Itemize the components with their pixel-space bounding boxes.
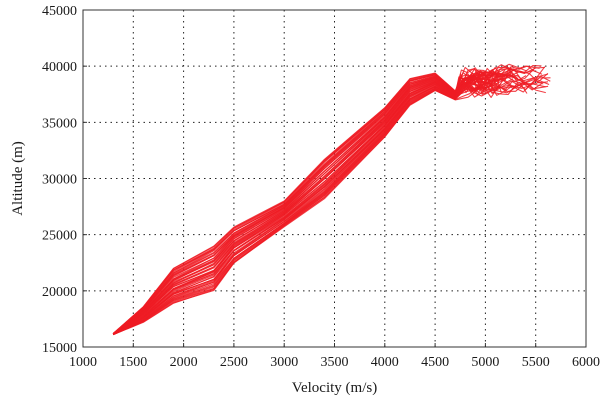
ticks: 1000 1500 2000 2500 3000 3500 4000 4500 5000 5500… (42, 4, 600, 370)
trajectory-line (112, 64, 537, 335)
trajectory-line (112, 66, 516, 334)
y-tick-label: 20000 (42, 285, 77, 300)
x-tick-label: 5500 (522, 355, 550, 370)
x-tick-label: 2000 (170, 355, 198, 370)
trajectory-band (112, 63, 551, 336)
x-tick-label: 2500 (220, 355, 248, 370)
y-tick-label: 30000 (42, 173, 77, 188)
y-tick-label: 25000 (42, 229, 77, 244)
x-tick-label: 3500 (321, 355, 349, 370)
x-tick-label: 4000 (371, 355, 399, 370)
x-tick-label: 3000 (270, 355, 298, 370)
y-tick-label: 45000 (42, 4, 77, 19)
x-tick-label: 4500 (421, 355, 449, 370)
y-tick-label: 35000 (42, 116, 77, 131)
x-tick-label: 1000 (69, 355, 97, 370)
trajectory-line (112, 65, 540, 335)
trajectory-line (112, 79, 544, 335)
y-tick-label: 15000 (42, 341, 77, 356)
x-tick-label: 1500 (119, 355, 147, 370)
x-tick-label: 6000 (572, 355, 600, 370)
y-axis-label: Altitude (m) (10, 141, 26, 216)
x-axis-label: Velocity (m/s) (292, 380, 377, 396)
x-tick-label: 5000 (471, 355, 499, 370)
trajectory-line (112, 65, 542, 335)
y-tick-label: 40000 (42, 60, 77, 75)
